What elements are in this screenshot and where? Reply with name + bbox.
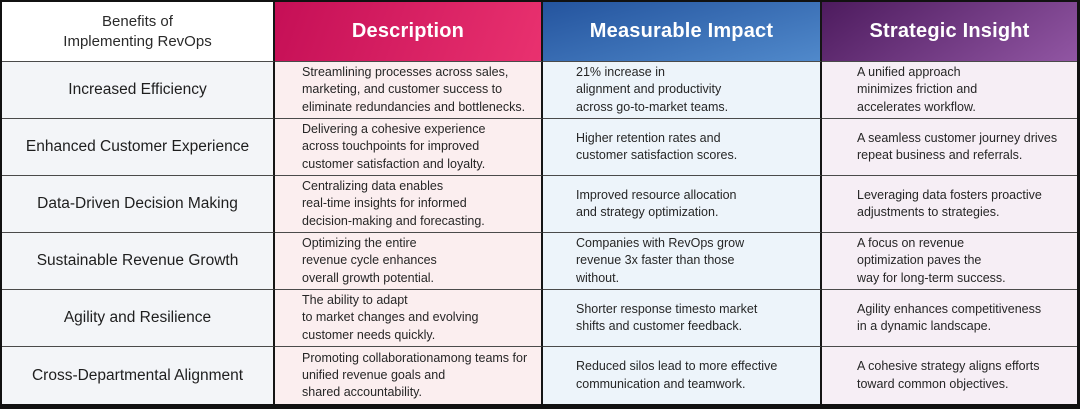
impact-cell: 21% increase in alignment and productivi… (543, 62, 822, 119)
insight-text: Agility enhances competitiveness in a dy… (857, 301, 1042, 333)
insight-cell: A cohesive strategy aligns efforts towar… (822, 347, 1077, 404)
corner-header-label: Benefits of Implementing RevOps (63, 13, 212, 50)
column-header-description: Description (275, 2, 543, 62)
impact-cell: Reduced silos lead to more effective com… (543, 347, 822, 404)
benefit-label: Enhanced Customer Experience (25, 138, 250, 155)
description-text: Centralizing data enables real-time insi… (302, 179, 485, 228)
impact-text: 21% increase in alignment and productivi… (576, 65, 729, 114)
benefit-cell: Sustainable Revenue Growth (2, 233, 275, 290)
impact-text: Companies with RevOps grow revenue 3x fa… (576, 236, 745, 285)
benefit-cell: Enhanced Customer Experience (2, 119, 275, 176)
benefit-cell: Increased Efficiency (2, 62, 275, 119)
description-cell: Centralizing data enables real-time insi… (275, 176, 543, 233)
benefit-label: Increased Efficiency (68, 81, 207, 98)
description-cell: Optimizing the entire revenue cycle enha… (275, 233, 543, 290)
insight-text: A unified approach minimizes friction an… (857, 65, 978, 114)
benefit-label: Data-Driven Decision Making (37, 195, 238, 212)
impact-cell: Companies with RevOps grow revenue 3x fa… (543, 233, 822, 290)
impact-text: Shorter response timesto market shifts a… (576, 301, 758, 333)
insight-text: A seamless customer journey drives repea… (857, 130, 1058, 162)
benefit-label: Cross-Departmental Alignment (31, 366, 244, 384)
strategic-insight-header-label: Strategic Insight (869, 20, 1030, 42)
description-header-label: Description (351, 20, 465, 42)
insight-text: A cohesive strategy aligns efforts towar… (857, 359, 1040, 391)
insight-cell: A focus on revenue optimization paves th… (822, 233, 1077, 290)
benefit-cell: Cross-Departmental Alignment (2, 347, 275, 404)
benefit-cell: Data-Driven Decision Making (2, 176, 275, 233)
description-cell: Streamlining processes across sales, mar… (275, 62, 543, 119)
description-text: Promoting collaborationamong teams for u… (302, 350, 528, 400)
description-cell: The ability to adapt to market changes a… (275, 290, 543, 347)
impact-cell: Shorter response timesto market shifts a… (543, 290, 822, 347)
benefit-cell: Agility and Resilience (2, 290, 275, 347)
description-text: Delivering a cohesive experience across … (302, 122, 486, 171)
description-cell: Promoting collaborationamong teams for u… (275, 347, 543, 404)
impact-text: Improved resource allocation and strateg… (576, 187, 737, 219)
description-text: The ability to adapt to market changes a… (302, 293, 479, 342)
impact-text: Higher retention rates and customer sati… (576, 130, 738, 162)
insight-text: A focus on revenue optimization paves th… (857, 236, 1006, 285)
benefit-label: Agility and Resilience (63, 309, 212, 326)
impact-cell: Higher retention rates and customer sati… (543, 119, 822, 176)
description-text: Streamlining processes across sales, mar… (302, 65, 526, 114)
insight-cell: Leveraging data fosters proactive adjust… (822, 176, 1077, 233)
description-text: Optimizing the entire revenue cycle enha… (302, 236, 437, 285)
impact-cell: Improved resource allocation and strateg… (543, 176, 822, 233)
description-cell: Delivering a cohesive experience across … (275, 119, 543, 176)
benefit-label: Sustainable Revenue Growth (36, 252, 239, 269)
insight-cell: A unified approach minimizes friction an… (822, 62, 1077, 119)
table-corner-header: Benefits of Implementing RevOps (2, 2, 275, 62)
insight-cell: Agility enhances competitiveness in a dy… (822, 290, 1077, 347)
insight-text: Leveraging data fosters proactive adjust… (857, 187, 1042, 219)
column-header-measurable-impact: Measurable Impact (543, 2, 822, 62)
impact-text: Reduced silos lead to more effective com… (576, 359, 778, 391)
column-header-strategic-insight: Strategic Insight (822, 2, 1077, 62)
measurable-impact-header-label: Measurable Impact (589, 20, 774, 42)
insight-cell: A seamless customer journey drives repea… (822, 119, 1077, 176)
